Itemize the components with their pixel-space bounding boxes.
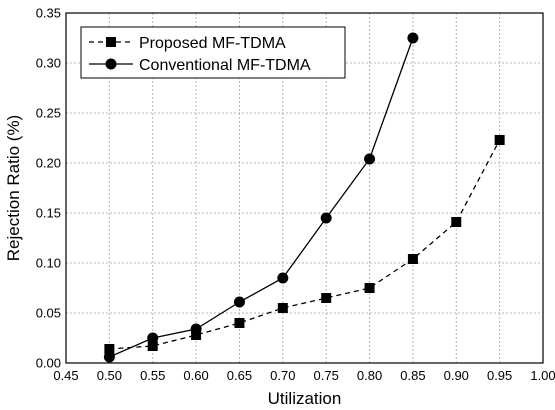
y-tick-label: 0.15 [36,206,61,221]
y-tick-labels: 0.00 0.05 0.10 0.15 0.20 0.25 0.30 0.35 [36,6,61,371]
x-tick-label: 0.95 [487,368,512,383]
x-tick-label: 0.55 [140,368,165,383]
data-point-square [104,344,115,354]
x-tick-label: 0.85 [400,368,425,383]
data-point-square [494,135,505,145]
x-tick-label: 0.80 [357,368,382,383]
x-tick-label: 0.90 [444,368,469,383]
data-point-square [451,217,462,227]
legend-marker-square [106,37,116,47]
x-tick-label: 0.75 [314,368,339,383]
data-point-square [407,254,418,264]
legend-label: Proposed MF-TDMA [139,35,286,52]
series-proposed [104,135,505,354]
legend-box [80,26,346,79]
x-tick-label: 0.65 [227,368,252,383]
data-point-circle [147,332,159,344]
data-point-square [321,293,332,303]
y-axis-label: Rejection Ratio (%) [4,115,23,261]
legend-label: Conventional MF-TDMA [139,57,311,74]
y-tick-label: 0.00 [36,356,61,371]
x-tick-label: 1.00 [530,368,555,383]
data-point-circle [364,153,376,165]
legend-item: Proposed MF-TDMA [89,35,286,52]
data-point-square [191,330,202,340]
y-tick-label: 0.10 [36,256,61,271]
legend-item: Conventional MF-TDMA [89,57,311,74]
y-tick-label: 0.25 [36,106,61,121]
y-tick-label: 0.05 [36,306,61,321]
data-point-circle [320,212,332,224]
data-point-square [147,341,158,351]
x-tick-label: 0.45 [53,368,78,383]
grid [66,13,543,363]
y-tick-label: 0.20 [36,156,61,171]
y-tick-label: 0.30 [36,56,61,71]
data-point-circle [277,272,289,284]
series-group [103,32,505,363]
series-conventional [103,32,419,363]
x-tick-label: 0.70 [270,368,295,383]
plot-frame [65,12,544,364]
series-line [109,139,501,350]
x-axis-label: Utilization [268,389,342,408]
legend: Proposed MF-TDMA Conventional MF-TDMA [80,26,346,79]
data-point-square [277,303,288,313]
data-point-circle [233,296,245,308]
x-tick-labels: 0.45 0.50 0.55 0.60 0.65 0.70 0.75 0.80 0.85 0.90… [53,368,555,383]
x-tick-label: 0.60 [183,368,208,383]
data-point-circle [190,323,202,335]
data-point-circle [103,351,115,363]
data-point-square [234,318,245,328]
legend-marker-circle [105,58,117,70]
data-point-circle [407,32,419,44]
x-tick-label: 0.50 [97,368,122,383]
y-tick-label: 0.35 [36,6,61,21]
data-point-square [364,283,375,293]
series-line [109,37,414,358]
